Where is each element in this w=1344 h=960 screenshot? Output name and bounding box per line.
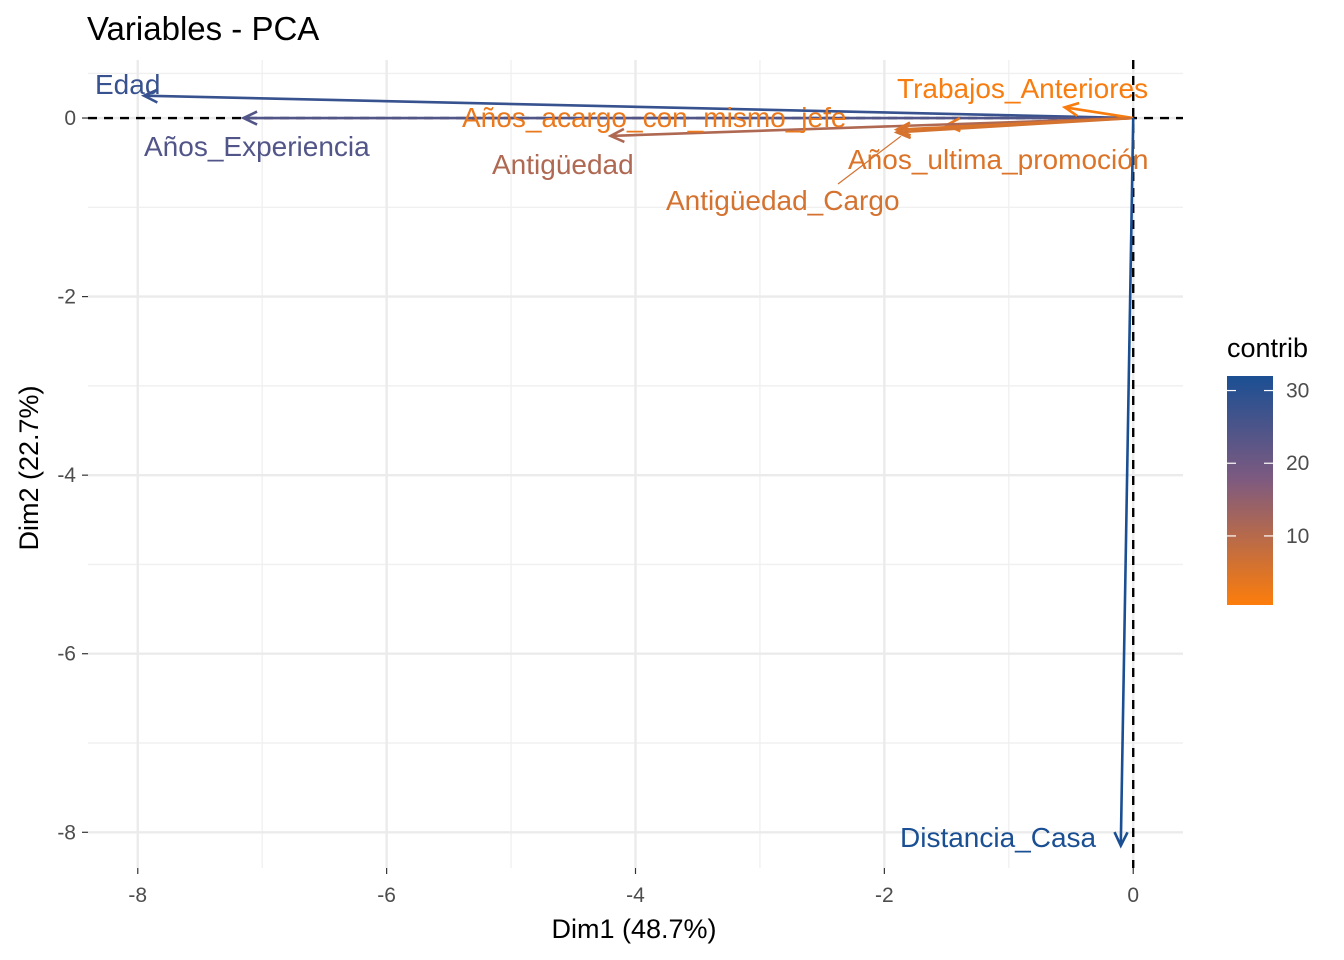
- legend-tick-label: 30: [1286, 380, 1309, 403]
- variable-label: Trabajos_Anteriores: [897, 73, 1148, 104]
- y-tick-label: 0: [64, 107, 76, 130]
- legend-tick-label: 10: [1286, 525, 1309, 548]
- x-axis-ticks: -8 -6 -4 -2 0: [128, 868, 1139, 907]
- variable-arrow: [896, 116, 1134, 134]
- variable-label: Años_ultima_promoción: [848, 144, 1148, 175]
- label-leader-line: [837, 135, 902, 185]
- x-tick-label: -6: [377, 884, 396, 907]
- y-tick-label: -8: [57, 821, 76, 844]
- y-axis-title: Dim2 (22.7%): [14, 385, 44, 550]
- x-tick-label: 0: [1127, 884, 1139, 907]
- variable-arrow: [1119, 118, 1135, 846]
- variable-labels: Edad Años_Experiencia Años_acargo_con_mism…: [95, 69, 1148, 853]
- variable-label: Antigüedad_Cargo: [666, 185, 900, 216]
- variable-label: Distancia_Casa: [900, 822, 1097, 853]
- legend-title: contrib: [1227, 333, 1308, 363]
- variable-label: Edad: [95, 69, 160, 100]
- variable-label: Años_Experiencia: [144, 131, 370, 162]
- y-tick-label: -4: [57, 464, 76, 487]
- y-tick-label: -6: [57, 643, 76, 666]
- variable-label: Antigüedad: [492, 149, 634, 180]
- arrow-head: [893, 123, 912, 140]
- x-tick-label: -2: [875, 884, 894, 907]
- y-axis-ticks: -8 -6 -4 -2 0: [57, 107, 88, 844]
- y-tick-label: -2: [57, 286, 76, 309]
- variable-arrows: [140, 88, 1135, 849]
- arrow-head: [140, 88, 159, 104]
- arrow-head: [893, 121, 912, 137]
- legend-ticks: 10 20 30: [1227, 380, 1309, 548]
- arrow-head: [607, 127, 625, 144]
- x-tick-label: -8: [128, 884, 147, 907]
- arrow-head: [1113, 831, 1129, 849]
- legend-tick-label: 20: [1286, 452, 1309, 475]
- x-axis-title: Dim1 (48.7%): [551, 914, 716, 944]
- chart-title: Variables - PCA: [87, 10, 319, 47]
- variable-arrow: [1064, 106, 1134, 120]
- arrow-head: [240, 110, 258, 126]
- variable-label: Años_acargo_con_mismo_jefe: [462, 102, 846, 133]
- variable-arrow: [143, 94, 1134, 120]
- arrow-head: [1061, 101, 1080, 117]
- legend-colorbar: [1227, 376, 1273, 605]
- contrib-legend: contrib 10 20 30: [1227, 333, 1309, 605]
- x-tick-label: -4: [626, 884, 645, 907]
- major-gridlines: [88, 60, 1183, 868]
